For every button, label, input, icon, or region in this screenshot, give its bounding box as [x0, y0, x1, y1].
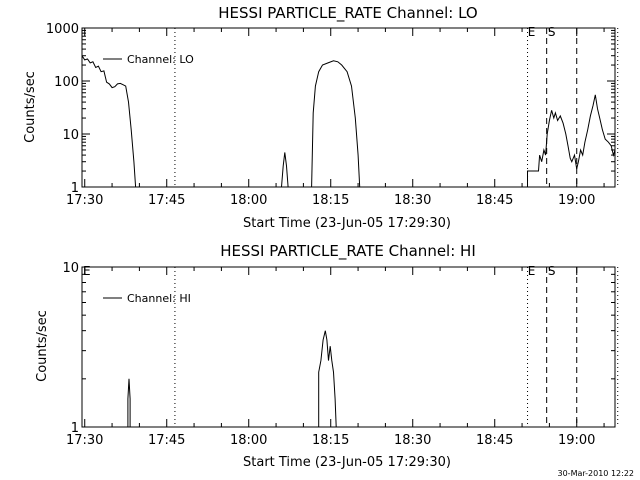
hi-event-marker-label: E: [528, 264, 536, 278]
hi-legend-label: Channel: HI: [127, 292, 191, 305]
lo-chart-title: HESSI PARTICLE_RATE Channel: LO: [218, 4, 477, 23]
lo-data-line: [81, 55, 137, 188]
hi-x-tick-label: 17:30: [66, 433, 103, 448]
lo-plot-frame: [81, 27, 616, 188]
lo-x-tick-label: 17:45: [148, 193, 185, 208]
hi-x-tick-label: 18:45: [476, 433, 513, 448]
hi-data-line: [318, 330, 337, 428]
lo-x-tick-label: 17:30: [66, 193, 103, 208]
lo-channel-plot: HESSI PARTICLE_RATE Channel: LO Counts/s…: [23, 4, 619, 231]
lo-event-marker-label: S: [548, 25, 556, 39]
hi-event-marker-label: E: [83, 264, 91, 278]
lo-x-tick-label: 18:30: [394, 193, 431, 208]
hi-data-line: [127, 378, 131, 427]
lo-y-tick-label: 10: [62, 128, 79, 143]
lo-event-marker-label: E: [528, 25, 536, 39]
lo-x-tick-label: 19:00: [558, 193, 595, 208]
hi-y-tick-label: 10: [62, 261, 79, 276]
hi-y-axis-label: Counts/sec: [35, 310, 50, 382]
lo-legend-label: Channel: LO: [127, 53, 194, 66]
lo-x-tick-label: 18:15: [312, 193, 349, 208]
hi-y-tick-label: 1: [71, 421, 79, 436]
hi-channel-plot: HESSI PARTICLE_RATE Channel: HI Counts/s…: [35, 242, 619, 470]
hi-x-tick-label: 18:30: [394, 433, 431, 448]
lo-data-line: [281, 152, 289, 188]
hi-plot-frame: [81, 266, 616, 428]
footer-timestamp: 30-Mar-2010 12:22: [558, 469, 635, 478]
lo-data-line: [527, 94, 616, 187]
lo-y-tick-label: 1: [71, 181, 79, 196]
lo-x-axis-label: Start Time (23-Jun-05 17:29:30): [243, 216, 451, 231]
hi-chart-title: HESSI PARTICLE_RATE Channel: HI: [220, 242, 476, 261]
hi-event-marker-label: S: [548, 264, 556, 278]
hi-x-tick-label: 19:00: [558, 433, 595, 448]
hi-x-axis-label: Start Time (23-Jun-05 17:29:30): [243, 455, 451, 470]
hi-x-tick-label: 18:00: [230, 433, 267, 448]
lo-y-tick-label: 100: [54, 75, 79, 90]
lo-x-tick-label: 18:00: [230, 193, 267, 208]
hi-x-tick-label: 18:15: [312, 433, 349, 448]
lo-y-axis-label: Counts/sec: [23, 71, 38, 143]
lo-x-tick-label: 18:45: [476, 193, 513, 208]
lo-data-line: [311, 60, 361, 188]
lo-y-tick-label: 1000: [46, 22, 79, 37]
hi-x-tick-label: 17:45: [148, 433, 185, 448]
